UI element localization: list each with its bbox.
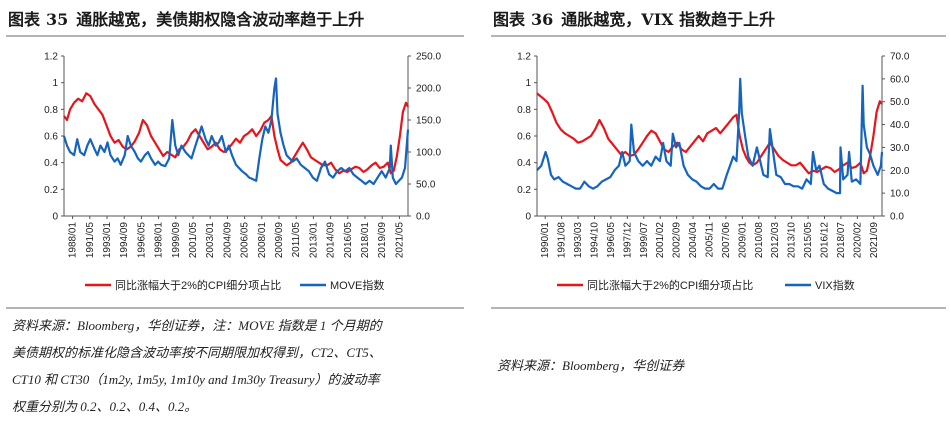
right-tick-label: 10.0: [890, 189, 910, 200]
x-tick-label: 2012/03: [770, 222, 781, 259]
x-tick-label: 2001/02: [655, 222, 666, 259]
left-tick-label: 0.2: [44, 185, 58, 196]
x-tick-label: 1991/05: [85, 222, 96, 259]
x-tick-label: 2004/09: [222, 222, 233, 259]
left-tick-label: 0.6: [517, 132, 531, 143]
right-tick-label: 250.0: [416, 52, 441, 63]
left-tick-label: 0: [525, 212, 531, 223]
legend-label: 同比涨幅大于2%的CPI细分项占比: [115, 278, 281, 292]
x-tick-label: 2008/01: [257, 222, 268, 259]
left-tick-label: 0.8: [44, 105, 58, 116]
x-tick-label: 1988/01: [68, 222, 79, 259]
figure-35-number: 35: [46, 10, 69, 29]
series-line-index: [62, 77, 410, 186]
right-tick-label: 100.0: [416, 148, 441, 159]
figure-36-source: 资料来源：Bloomberg，华创证券: [497, 352, 684, 379]
x-tick-label: 1994/09: [119, 222, 130, 259]
legend-label: 同比涨幅大于2%的CPI细分项占比: [587, 278, 753, 292]
x-tick-label: 2018/07: [836, 222, 847, 259]
left-tick-label: 0.2: [517, 185, 531, 196]
series-line-index: [536, 77, 884, 195]
right-tick-label: 30.0: [890, 143, 910, 154]
right-tick-label: 50.0: [890, 97, 910, 108]
source-line: CT10 和 CT30（1m2y, 1m5y, 1m10y and 1m30y …: [12, 372, 380, 387]
left-tick-label: 0.4: [517, 158, 531, 169]
x-tick-label: 2013/10: [787, 222, 798, 259]
right-tick-label: 40.0: [890, 120, 910, 131]
x-tick-label: 2005/11: [705, 222, 716, 258]
right-tick-label: 200.0: [416, 84, 441, 95]
figure-35-title-text: 通胀越宽，美债期权隐含波动率趋于上升: [76, 10, 365, 29]
series-line-cpi-share: [536, 92, 883, 175]
figure-36-label: 图表: [493, 10, 526, 29]
figure-35-source: 资料来源：Bloomberg，华创证券，注：MOVE 指数是 1 个月期的 美债期…: [12, 312, 382, 420]
x-tick-label: 2014/09: [326, 222, 337, 259]
source-line: 资料来源：Bloomberg，华创证券: [497, 358, 685, 373]
figure-36-chart: 0 0.2 0.4 0.6 0.8 1 1.2 0.0 10.0 20.0 30.0 40.0 50.0…: [517, 52, 910, 293]
right-tick-label: 150.0: [416, 116, 441, 127]
x-tick-label: 2016/05: [343, 222, 354, 259]
legend-label: VIX指数: [815, 278, 855, 292]
x-tick-label: 1999/09: [171, 222, 182, 259]
figure-36-title-text: 通胀越宽，VIX 指数趋于上升: [561, 10, 776, 29]
figure-35-title: 图表 35 通胀越宽，美债期权隐含波动率趋于上升: [8, 6, 364, 30]
x-tick-label: 1996/05: [136, 222, 147, 259]
x-tick-label: 1993/03: [573, 222, 584, 259]
right-tick-label: 0.0: [416, 212, 430, 223]
figure-35-bottom-rule: [6, 307, 464, 309]
x-tick-label: 2016/12: [820, 222, 831, 259]
x-tick-label: 2004/04: [688, 222, 699, 259]
x-tick-label: 2006/05: [240, 222, 251, 259]
x-tick-label: 2007/06: [721, 222, 732, 259]
figure-36-top-rule: [491, 35, 946, 37]
right-tick-label: 0.0: [890, 212, 904, 223]
figure-35-label: 图表: [8, 10, 41, 29]
x-tick-label: 1994/10: [590, 222, 601, 259]
figure-36-number: 36: [531, 10, 554, 29]
source-line: 权重分别为 0.2、0.2、0.4、0.2。: [12, 399, 198, 414]
right-tick-label: 20.0: [890, 166, 910, 177]
legend-label: MOVE指数: [330, 278, 384, 292]
figure-36-title: 图表 36 通胀越宽，VIX 指数趋于上升: [493, 6, 775, 30]
x-tick-label: 2021/09: [869, 222, 880, 259]
x-tick-label: 1993/01: [102, 222, 113, 259]
right-tick-label: 60.0: [890, 74, 910, 85]
left-tick-label: 0.6: [44, 132, 58, 143]
series-line-cpi-share: [63, 92, 409, 175]
right-tick-label: 70.0: [890, 52, 910, 63]
left-tick-label: 1.2: [44, 52, 58, 63]
x-tick-label: 1998/01: [154, 222, 165, 259]
left-tick-label: 0.4: [44, 158, 58, 169]
source-line: 资料来源：Bloomberg，华创证券，注：MOVE 指数是 1 个月期的: [12, 318, 382, 333]
x-tick-label: 2015/05: [803, 222, 814, 259]
x-tick-label: 1991/08: [557, 222, 568, 259]
x-tick-label: 2021/05: [394, 222, 405, 259]
x-tick-label: 1990/01: [540, 222, 551, 259]
figure-35-top-rule: [6, 35, 464, 37]
x-tick-label: 2001/05: [188, 222, 199, 259]
left-tick-label: 1: [525, 78, 531, 89]
figure-35-chart: 0 0.2 0.4 0.6 0.8 1 1.2 0.0 50.0 100.0 150.0 200.0 2…: [44, 52, 441, 293]
left-tick-label: 0.8: [517, 105, 531, 116]
x-tick-label: 2018/01: [360, 222, 371, 259]
x-tick-label: 2010/08: [754, 222, 765, 259]
x-tick-label: 2009/01: [737, 222, 748, 259]
source-line: 美债期权的标准化隐含波动率按不同期限加权得到，CT2、CT5、: [12, 345, 382, 360]
left-tick-label: 0: [52, 212, 58, 223]
x-tick-label: 1997/12: [622, 222, 633, 259]
x-tick-label: 2013/01: [308, 222, 319, 259]
x-tick-label: 2011/05: [291, 222, 302, 258]
x-tick-label: 2020/02: [852, 222, 863, 259]
x-tick-label: 2009/09: [274, 222, 285, 259]
left-tick-label: 1.2: [517, 52, 531, 63]
left-tick-label: 1: [52, 78, 58, 89]
x-tick-label: 2003/01: [205, 222, 216, 259]
x-tick-label: 1996/05: [606, 222, 617, 259]
x-tick-label: 1999/07: [639, 222, 650, 259]
x-tick-label: 2002/09: [672, 222, 683, 259]
right-tick-label: 50.0: [416, 180, 436, 191]
figure-36-bottom-rule: [491, 307, 946, 309]
x-tick-label: 2019/09: [377, 222, 388, 259]
